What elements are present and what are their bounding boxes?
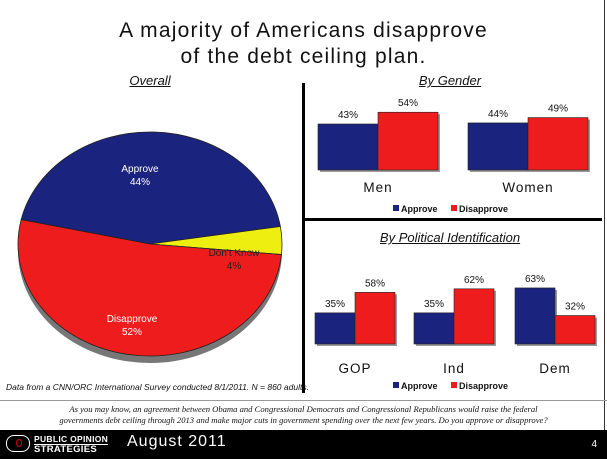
overall-heading: Overall <box>129 73 171 88</box>
pie-slice-value-label: 44% <box>130 177 150 188</box>
vertical-divider <box>302 83 305 393</box>
bar-disapprove-men <box>377 111 439 171</box>
category-label: Women <box>502 180 553 195</box>
category-label: GOP <box>338 361 371 376</box>
bar-approve-dem <box>514 287 556 345</box>
title-line-2: of the debt ceiling plan. <box>180 45 427 68</box>
category-label: Ind <box>443 361 465 376</box>
source-note: Data from a CNN/ORC International Survey… <box>6 382 309 392</box>
pie-slice-label: Don't Know <box>209 248 261 259</box>
bar-approve-gop <box>314 312 356 345</box>
party-bar-chart: 35% 58% GOP 35% 62% Ind 63% 32% Dem Approve Disapp… <box>314 274 597 391</box>
pie-slice-disapprove <box>17 219 282 357</box>
bar-approve-ind <box>413 312 455 345</box>
legend-swatch-disapprove <box>451 205 457 211</box>
footer-date: August 2011 <box>127 433 227 450</box>
bar-disapprove-ind <box>453 288 495 345</box>
legend-label-disapprove: Disapprove <box>459 381 508 391</box>
pos-logo-icon <box>6 435 30 452</box>
legend-swatch-approve <box>393 382 399 388</box>
bar-value-label: 54% <box>398 98 418 109</box>
bar-disapprove-dem <box>554 315 596 345</box>
bar-value-label: 58% <box>365 278 385 289</box>
question-line-2: governments debt ceiling through 2013 an… <box>59 415 548 425</box>
question-line-1: As you may know, an agreement between Ob… <box>69 404 538 414</box>
bar-value-label: 35% <box>325 299 345 310</box>
gender-heading: By Gender <box>418 73 482 88</box>
legend-label-approve: Approve <box>401 381 438 391</box>
question-separator <box>0 400 607 401</box>
gender-bar-chart: 43% 54% Men 44% 49% Women Approve Disapprove <box>317 98 590 214</box>
right-frame-line <box>604 0 605 430</box>
title-line-1: A majority of Americans disapprove <box>119 19 488 42</box>
category-label: Dem <box>539 361 571 376</box>
bar-approve-women <box>467 122 529 171</box>
survey-question: As you may know, an agreement between Ob… <box>0 404 607 426</box>
footer-bar: PUBLIC OPINION STRATEGIES August 2011 4 <box>0 430 607 459</box>
brand-line-2: STRATEGIES <box>34 444 109 455</box>
bar-value-label: 35% <box>424 299 444 310</box>
footer-brand: PUBLIC OPINION STRATEGIES <box>34 434 109 455</box>
bar-disapprove-women <box>527 117 589 171</box>
legend-swatch-approve <box>393 205 399 211</box>
slide-title: A majority of Americans disapprove of th… <box>0 18 607 70</box>
pie-slice-value-label: 52% <box>122 327 142 338</box>
pie-slice-approve <box>20 131 281 245</box>
pie-slice-value-label: 4% <box>227 261 242 272</box>
horizontal-divider <box>302 218 602 221</box>
bar-value-label: 44% <box>488 109 508 120</box>
brand-line-1: PUBLIC OPINION <box>34 434 109 444</box>
category-label: Men <box>363 180 392 195</box>
party-heading: By Political Identification <box>379 230 521 245</box>
legend-swatch-disapprove <box>451 382 457 388</box>
pie-slice-label: Approve <box>121 164 159 175</box>
bar-approve-men <box>317 123 379 171</box>
bar-value-label: 62% <box>464 275 484 286</box>
page-number: 4 <box>591 439 597 450</box>
bar-disapprove-gop <box>354 292 396 345</box>
overall-pie-chart: Approve 44% Don't Know 4% Disapprove 52% <box>17 131 283 363</box>
bar-value-label: 63% <box>525 274 545 285</box>
bar-value-label: 49% <box>548 104 568 115</box>
legend-label-approve: Approve <box>401 204 438 214</box>
legend-label-disapprove: Disapprove <box>459 204 508 214</box>
bar-value-label: 32% <box>565 302 585 313</box>
bar-value-label: 43% <box>338 110 358 121</box>
pie-slice-label: Disapprove <box>107 314 158 325</box>
